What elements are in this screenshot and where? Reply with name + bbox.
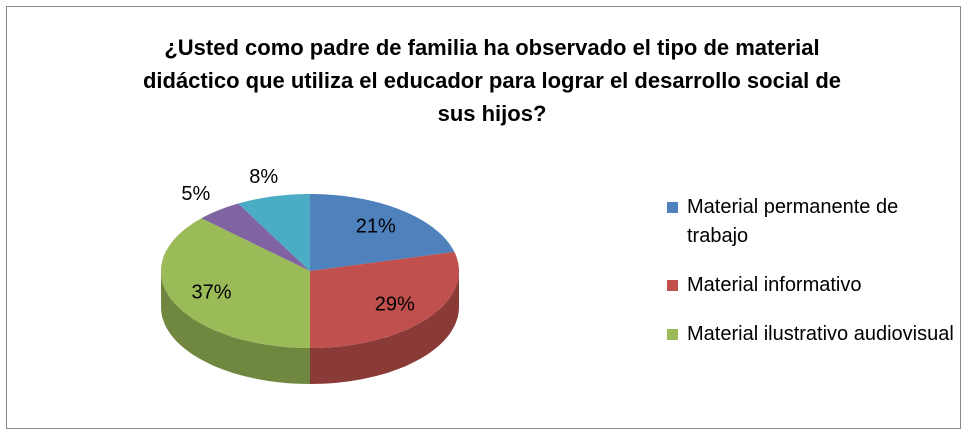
data-label: 21% <box>356 215 396 237</box>
legend-swatch <box>667 280 678 291</box>
legend-entry: Material permanente de trabajo <box>667 193 957 251</box>
chart-title: ¿Usted como padre de familia ha observad… <box>142 35 842 126</box>
legend-label: Material permanente de trabajo <box>687 196 899 247</box>
slice <box>161 218 310 348</box>
slice-side <box>161 271 310 384</box>
chart: 21% 29% 37% 5% 8% <box>161 166 459 384</box>
data-label: 5% <box>181 183 210 205</box>
slice <box>201 203 310 271</box>
data-label: 37% <box>192 281 232 303</box>
slice <box>310 251 459 348</box>
slice-side <box>310 271 459 384</box>
legend-swatch <box>667 202 678 213</box>
slice <box>238 194 310 271</box>
data-label: 8% <box>249 166 278 188</box>
legend-entry: Material ilustrativo audiovisual <box>667 320 957 349</box>
legend-entry: Material informativo <box>667 271 957 300</box>
chart-frame: 21% 29% 37% 5% 8% ¿Usted como padre de famil… <box>6 6 961 429</box>
slice <box>310 194 455 271</box>
legend-swatch <box>667 329 678 340</box>
legend: Material permanente de trabajo Material i… <box>667 193 957 369</box>
legend-label: Material informativo <box>687 274 862 296</box>
data-label: 29% <box>375 293 415 315</box>
legend-label: Material ilustrativo audiovisual <box>687 323 954 345</box>
